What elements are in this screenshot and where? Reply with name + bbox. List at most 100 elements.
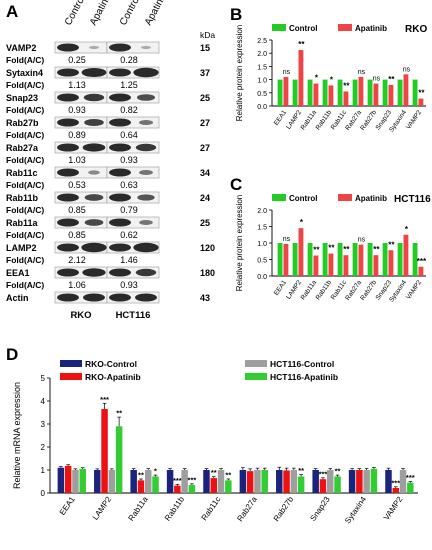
fold-value: 0.62 — [120, 230, 138, 240]
fold-value: 1.46 — [120, 255, 138, 265]
bar — [337, 79, 343, 106]
bar — [328, 85, 334, 106]
bar — [312, 470, 319, 493]
y-axis-label: Relative mRNA expression — [12, 382, 22, 489]
bar — [385, 470, 392, 493]
band-control — [57, 143, 79, 152]
bar — [388, 84, 394, 106]
blot-lane — [106, 241, 160, 254]
kda-value: 25 — [200, 218, 210, 228]
bar — [297, 476, 305, 493]
blot-lane — [106, 291, 160, 304]
protein-label: Rab11b — [6, 193, 39, 203]
y-tick-label: 0.5 — [257, 258, 267, 265]
fold-value: 0.85 — [68, 205, 86, 215]
significance-mark: ** — [335, 467, 341, 476]
y-tick-label: 0.5 — [257, 91, 267, 98]
y-tick-label: 2.0 — [257, 51, 267, 58]
protein-label: Rab11a — [6, 218, 39, 228]
blot-lane — [106, 191, 160, 204]
bar — [328, 253, 334, 276]
fold-label: Fold(A/C) — [6, 180, 44, 190]
significance-mark: ** — [211, 468, 217, 477]
blot-lane — [106, 66, 160, 79]
band-control — [57, 218, 79, 227]
kda-value: 120 — [200, 243, 215, 253]
band-control — [57, 193, 79, 202]
significance-mark: ns — [373, 76, 381, 83]
y-tick-label: 2.5 — [257, 38, 267, 45]
x-category-label: Rab11b — [163, 495, 186, 523]
band-apatinib — [139, 169, 153, 176]
fold-value: 0.63 — [120, 180, 138, 190]
x-category-label: VAMP2 — [405, 279, 423, 301]
chart-rko-protein: 0.0 0.5 1.0 1.5 2.0 2.5 Relative protein expre… — [235, 24, 427, 134]
legend-label: Apatinib — [355, 24, 387, 33]
significance-mark: *** — [319, 469, 328, 478]
significance-mark: ** — [298, 40, 305, 49]
y-tick-label: 0 — [41, 489, 46, 498]
blot-row: Rab27a 27 Fold(A/C) 1.03 0.93 — [6, 141, 210, 165]
panel-label-a: A — [6, 2, 19, 21]
significance-mark: * — [300, 218, 304, 227]
cell-line-label: RKO — [70, 310, 91, 321]
band-apatinib — [135, 268, 157, 277]
fold-value: 0.53 — [68, 180, 86, 190]
fold-value: 0.79 — [120, 205, 138, 215]
fold-value: 0.28 — [120, 55, 138, 65]
bar — [254, 470, 261, 493]
band-apatinib — [84, 194, 104, 201]
blot-lane — [106, 116, 160, 129]
significance-mark: ** — [388, 75, 395, 84]
panel-label-c: C — [230, 175, 243, 194]
blot-row: Rab11a 25 Fold(A/C) 0.85 0.62 — [6, 216, 210, 240]
significance-mark: *** — [173, 476, 182, 485]
bar — [298, 228, 304, 276]
bar — [388, 250, 394, 276]
bar — [188, 484, 196, 493]
band-control — [109, 243, 131, 252]
significance-mark: * — [330, 75, 334, 84]
bar — [358, 244, 364, 276]
protein-label: EEA1 — [6, 268, 30, 278]
fold-value: 0.93 — [120, 155, 138, 165]
bar — [137, 480, 145, 493]
band-control — [109, 143, 131, 152]
significance-mark: *** — [406, 473, 415, 482]
bar — [64, 465, 72, 493]
fold-value: 0.93 — [120, 280, 138, 290]
kda-header: kDa — [200, 30, 215, 40]
cell-line-label: HCT116 — [116, 310, 151, 321]
y-tick-label: 1.0 — [257, 78, 267, 85]
band-apatinib — [138, 119, 154, 126]
fold-label: Fold(A/C) — [6, 280, 44, 290]
significance-mark: ** — [328, 244, 335, 253]
x-category-label: Rab11a — [127, 495, 150, 523]
bar — [397, 243, 403, 276]
blot-column-header: Control — [63, 0, 88, 27]
bar — [399, 470, 407, 493]
blot-column-header: Apatinib — [88, 0, 115, 27]
bar — [101, 409, 108, 493]
fold-label: Fold(A/C) — [6, 105, 44, 115]
y-tick-label: 2.0 — [257, 208, 267, 215]
band-apatinib — [137, 194, 155, 201]
significance-mark: ** — [343, 245, 350, 254]
fold-label: Fold(A/C) — [6, 80, 44, 90]
legend-swatch — [338, 194, 352, 201]
blot-lane — [106, 266, 160, 279]
fold-value: 1.06 — [68, 280, 86, 290]
bar — [166, 470, 174, 493]
bar — [217, 470, 225, 493]
band-control — [109, 293, 131, 302]
bar — [367, 243, 373, 276]
bar — [352, 79, 358, 106]
fold-value: 0.64 — [120, 130, 138, 140]
bar — [130, 470, 137, 493]
band-apatinib — [83, 93, 105, 102]
band-control — [109, 118, 131, 127]
significance-mark: ** — [418, 89, 425, 98]
bar — [363, 470, 370, 493]
bar — [382, 79, 388, 106]
fold-value: 0.89 — [68, 130, 86, 140]
